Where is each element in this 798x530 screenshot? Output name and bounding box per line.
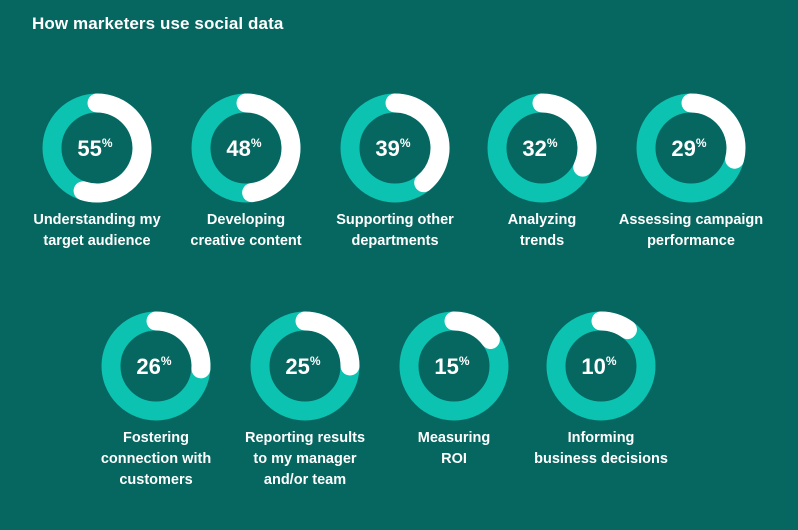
category-label: Fostering connection with customers bbox=[81, 428, 231, 491]
category-label-line: performance bbox=[647, 233, 735, 249]
donut-chart: 48% bbox=[191, 93, 301, 203]
category-label-line: Measuring bbox=[417, 430, 491, 446]
category-label-line: customers bbox=[119, 472, 193, 488]
category-label: Assessing campaign performance bbox=[616, 210, 766, 252]
category-label: Reporting results to my manager and/or tea… bbox=[230, 428, 380, 491]
category-label-line: ROI bbox=[441, 451, 467, 467]
donut-chart: 25% bbox=[250, 311, 360, 421]
category-label-line: Fostering bbox=[122, 430, 190, 446]
donut-item: 55% Understanding my target audience bbox=[22, 92, 172, 252]
donut-arc bbox=[236, 93, 301, 203]
value-label: 26% bbox=[136, 354, 171, 379]
category-label-line: and/or team bbox=[263, 472, 347, 488]
donut-arc bbox=[295, 311, 360, 376]
donut-chart: 10% bbox=[546, 311, 656, 421]
donut-item: 10% Informing business decisions bbox=[526, 310, 676, 470]
category-label: Supporting other departments bbox=[320, 210, 470, 252]
category-label-line: target audience bbox=[43, 233, 151, 249]
donut-item: 25% Reporting results to my manager and/or … bbox=[230, 310, 380, 491]
chart-title: How marketers use social data bbox=[32, 14, 284, 33]
value-label: 39% bbox=[375, 136, 410, 161]
donut-chart: 29% bbox=[636, 93, 746, 203]
category-label: Understanding my target audience bbox=[22, 210, 172, 252]
category-label-line: Analyzing bbox=[507, 212, 577, 228]
category-label-line: Informing bbox=[567, 430, 635, 446]
donut-arc bbox=[73, 93, 152, 203]
donut-chart: 39% bbox=[340, 93, 450, 203]
donut-chart: 55% bbox=[42, 93, 152, 203]
donut-chart: 26% bbox=[101, 311, 211, 421]
category-label-line: departments bbox=[351, 233, 439, 249]
category-label-line: Supporting other bbox=[336, 212, 454, 228]
donut-arc bbox=[532, 93, 597, 177]
value-label: 29% bbox=[671, 136, 706, 161]
value-label: 15% bbox=[434, 354, 469, 379]
value-label: 48% bbox=[226, 136, 261, 161]
donut-arc bbox=[681, 93, 746, 169]
donut-item: 32% Analyzing trends bbox=[467, 92, 617, 252]
category-label: Measuring ROI bbox=[379, 428, 529, 470]
donut-chart: 32% bbox=[487, 93, 597, 203]
donut-arc bbox=[146, 311, 211, 379]
donut-item: 15% Measuring ROI bbox=[379, 310, 529, 470]
value-label: 25% bbox=[285, 354, 320, 379]
category-label-line: Developing bbox=[206, 212, 286, 228]
donut-chart: 15% bbox=[399, 311, 509, 421]
category-label-line: to my manager bbox=[253, 451, 357, 467]
donut-arc bbox=[591, 311, 637, 340]
category-label-line: creative content bbox=[190, 233, 302, 249]
donut-item: 29% Assessing campaign performance bbox=[616, 92, 766, 252]
value-label: 32% bbox=[522, 136, 557, 161]
donut-item: 48% Developing creative content bbox=[171, 92, 321, 252]
category-label: Analyzing trends bbox=[467, 210, 617, 252]
donut-item: 26% Fostering connection with customers bbox=[81, 310, 231, 491]
donut-arc bbox=[444, 311, 500, 350]
category-label: Developing creative content bbox=[171, 210, 321, 252]
category-label: Informing business decisions bbox=[526, 428, 676, 470]
value-label: 10% bbox=[581, 354, 616, 379]
category-label-line: business decisions bbox=[534, 451, 668, 467]
category-label-line: trends bbox=[519, 233, 565, 249]
category-label-line: Reporting results bbox=[244, 430, 366, 446]
value-label: 55% bbox=[77, 136, 112, 161]
category-label-line: connection with bbox=[100, 451, 212, 467]
category-label-line: Understanding my bbox=[33, 212, 161, 228]
donut-arc bbox=[385, 93, 450, 193]
category-label-line: Assessing campaign bbox=[618, 212, 764, 228]
donut-item: 39% Supporting other departments bbox=[320, 92, 470, 252]
